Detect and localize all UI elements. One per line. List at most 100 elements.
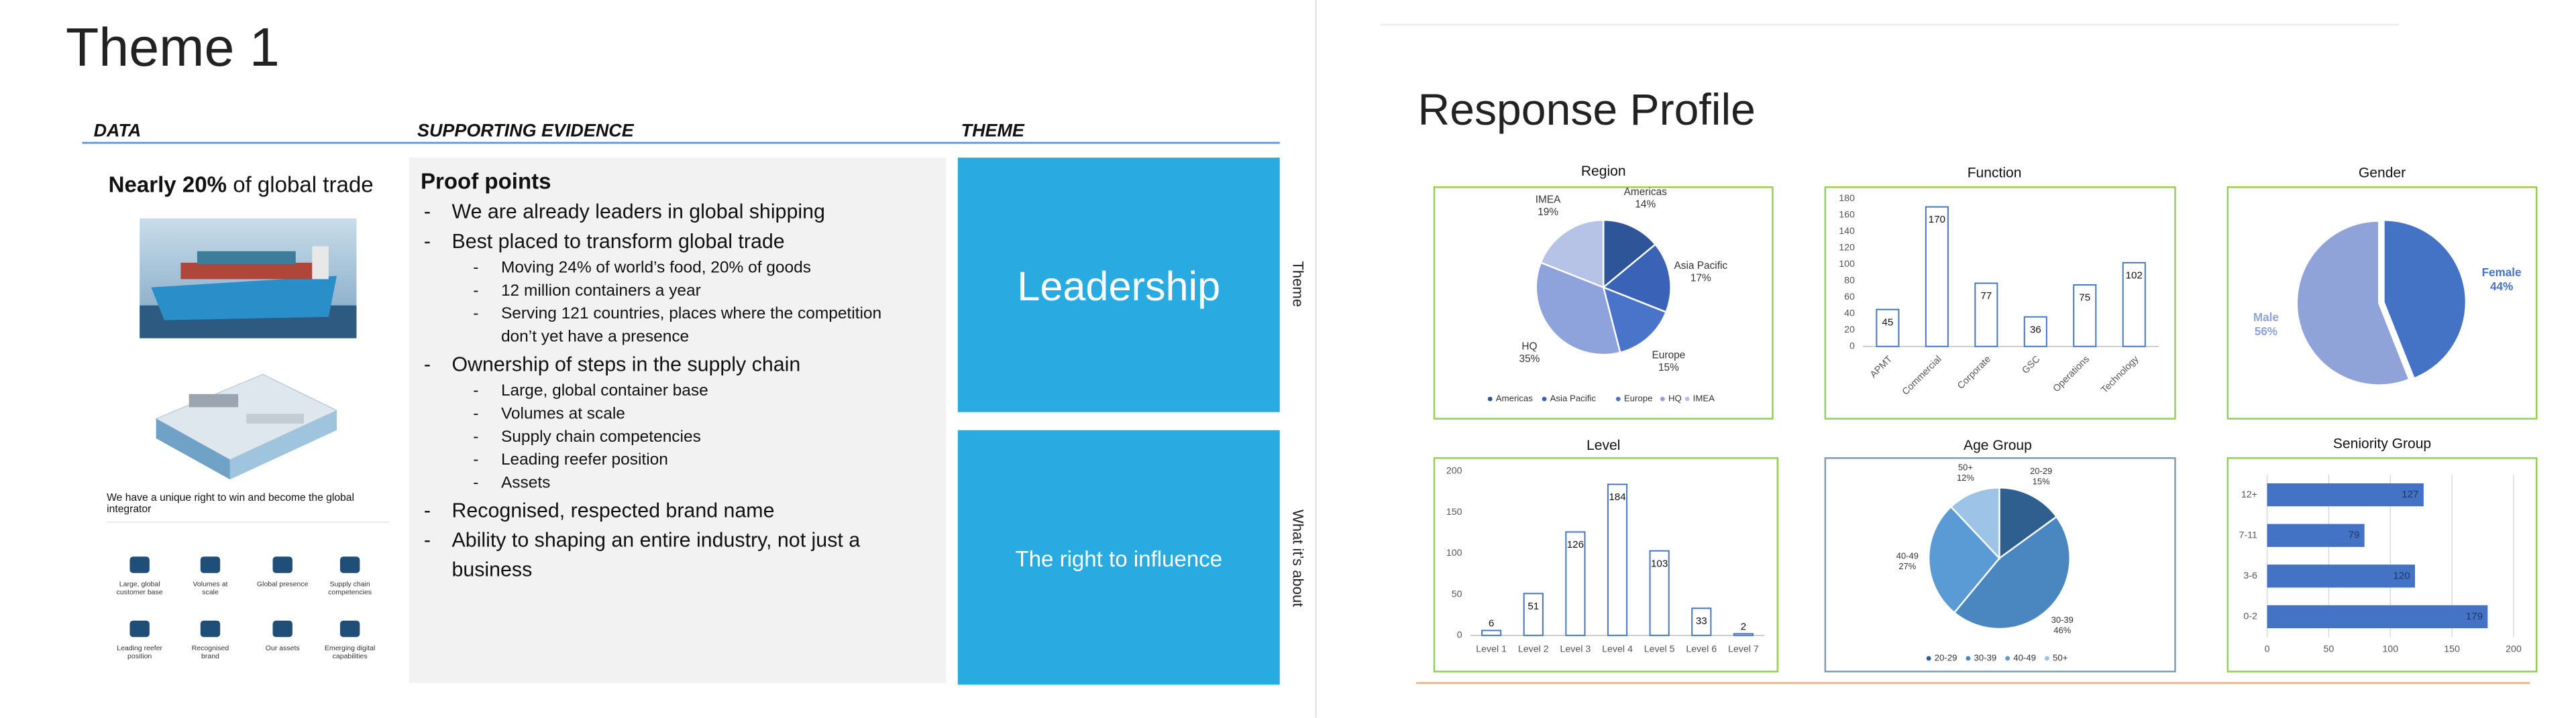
y-tick-label: 40 — [1844, 308, 1855, 319]
evidence-subitem: don’t yet have a presence — [501, 327, 689, 345]
slice-value: 12% — [1957, 473, 1974, 483]
y-tick-label: 20 — [1844, 324, 1855, 335]
y-tick-label: 60 — [1844, 292, 1855, 302]
x-tick-label: Level 5 — [1644, 644, 1675, 654]
bar — [1481, 630, 1502, 636]
y-tick-label: 140 — [1839, 226, 1855, 237]
value-label: 127 — [2402, 489, 2418, 500]
bullet: - — [473, 405, 478, 423]
pie-slice — [1953, 516, 2071, 630]
column-header: SUPPORTING EVIDENCE — [417, 120, 635, 140]
capability-icon — [129, 620, 150, 638]
chart-frame — [1824, 186, 2176, 420]
legend-marker — [2045, 656, 2049, 661]
evidence-subitem: Serving 121 countries, places where the … — [501, 304, 881, 322]
value-label: 75 — [2079, 292, 2090, 304]
capability-icon — [200, 556, 221, 573]
bar — [1691, 607, 1712, 636]
slice-value: 14% — [1635, 199, 1656, 211]
icon-label: Recognised — [192, 644, 229, 652]
evidence-item: Ability to shaping an entire industry, n… — [451, 530, 860, 552]
bullet: - — [473, 282, 478, 300]
bullet: - — [424, 231, 431, 253]
value-label: 103 — [1651, 558, 1668, 569]
icon-label: Volumes at — [193, 580, 227, 588]
caption-line: We have a unique right to win and become… — [107, 492, 354, 503]
bar — [2267, 483, 2424, 507]
x-tick-label: Level 3 — [1560, 644, 1591, 654]
y-tick-label: 12+ — [2241, 489, 2257, 500]
legend-label: Asia Pacific — [1550, 394, 1597, 404]
evidence-item: Ownership of steps in the supply chain — [451, 354, 800, 376]
bar — [1925, 206, 1949, 347]
y-tick-label: 160 — [1839, 210, 1855, 221]
legend-marker — [1660, 396, 1665, 402]
legend-label: 30-39 — [1974, 653, 1996, 663]
slice-label: 30-39 — [2051, 615, 2074, 625]
icon-label: Emerging digital — [325, 644, 375, 652]
side-label: Theme — [1289, 261, 1306, 307]
slice-value: 15% — [1658, 362, 1679, 373]
legend-label: Europe — [1624, 394, 1653, 404]
capability-icon — [339, 620, 360, 638]
pie-slice — [1998, 487, 2058, 560]
column-header: DATA — [94, 120, 142, 140]
evidence-subitem: Volumes at scale — [501, 405, 625, 423]
bullet: - — [424, 201, 431, 223]
theme-box — [957, 430, 1280, 685]
slice-label: 20-29 — [2030, 466, 2052, 476]
icon-label: Leading reefer — [117, 644, 162, 652]
pie-slice — [1949, 487, 2000, 560]
legend-marker — [2005, 656, 2010, 661]
evidence-item: Best placed to transform global trade — [451, 231, 784, 253]
slice-label: Americas — [1624, 186, 1668, 198]
bar — [2267, 605, 2488, 629]
value-label: 36 — [2030, 324, 2041, 335]
y-tick-label: 100 — [1446, 548, 1462, 558]
legend-marker — [1542, 396, 1547, 402]
bullet: - — [424, 354, 431, 376]
y-tick-label: 200 — [1446, 466, 1462, 477]
evidence-subitem: Leading reefer position — [501, 451, 668, 469]
icon-label: scale — [202, 589, 219, 597]
legend-label: HQ — [1668, 394, 1682, 404]
bar — [1523, 593, 1544, 636]
value-label: 51 — [1527, 601, 1539, 612]
capability-icon — [129, 556, 150, 573]
x-tick-label: Level 1 — [1476, 644, 1507, 654]
bar — [1733, 633, 1754, 636]
slice-label: Male — [2253, 310, 2279, 324]
icon-label: Our assets — [266, 644, 300, 652]
y-tick-label: 0 — [1457, 630, 1462, 641]
icon-label: capabilities — [333, 652, 368, 660]
ship-photo — [140, 218, 357, 339]
bar — [2267, 524, 2365, 547]
value-label: 102 — [2126, 270, 2143, 281]
y-tick-label: 180 — [1839, 193, 1855, 204]
legend-marker — [1684, 396, 1690, 402]
legend-marker — [1966, 656, 1971, 661]
value-label: 179 — [2466, 611, 2483, 622]
icon-label: competencies — [328, 589, 372, 597]
evidence-panel — [409, 158, 947, 683]
x-tick-label: Level 2 — [1518, 644, 1549, 654]
value-label: 79 — [2348, 530, 2359, 541]
value-label: 184 — [1609, 491, 1625, 503]
pie-slice — [1927, 505, 2001, 614]
chart-title: Age Group — [1964, 438, 2032, 453]
bar — [1565, 531, 1586, 636]
slice-label: Europe — [1652, 349, 1686, 361]
x-tick-label: Level 4 — [1602, 644, 1633, 654]
bullet: - — [424, 530, 431, 552]
capability-icon — [200, 620, 221, 638]
legend-label: IMEA — [1693, 394, 1715, 404]
slice-value: 27% — [1898, 561, 1916, 571]
value-label: 2 — [1741, 621, 1746, 633]
bar — [2073, 284, 2097, 347]
y-tick-label: 150 — [1446, 507, 1462, 518]
side-label: What it’s about — [1289, 510, 1306, 607]
evidence-subitem: 12 million containers a year — [501, 282, 701, 300]
value-label: 77 — [1980, 290, 1992, 302]
